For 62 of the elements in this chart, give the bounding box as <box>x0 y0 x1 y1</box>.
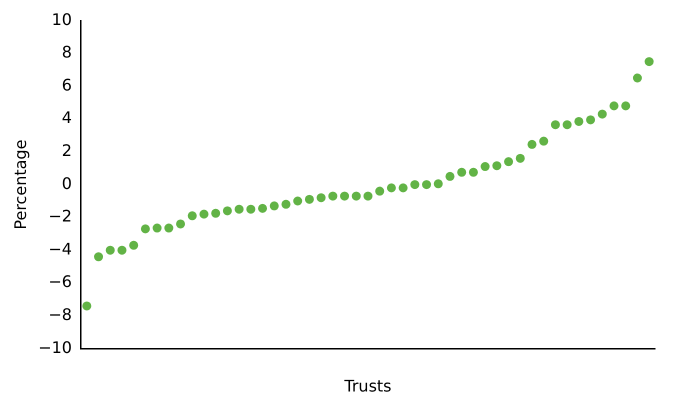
point <box>598 110 607 119</box>
point <box>340 192 350 201</box>
point <box>492 161 502 170</box>
point <box>352 192 361 201</box>
point <box>304 194 314 204</box>
point <box>574 116 584 126</box>
point <box>328 192 338 201</box>
point <box>316 193 326 202</box>
y-tick-label: 6 <box>62 75 72 94</box>
point <box>270 201 279 210</box>
point <box>140 224 150 234</box>
point <box>234 204 244 214</box>
point <box>621 101 630 110</box>
y-tick-label: −6 <box>48 272 72 292</box>
point <box>188 211 197 220</box>
point <box>434 179 443 188</box>
point <box>94 252 104 262</box>
point <box>457 168 466 177</box>
point <box>293 196 302 206</box>
point <box>586 115 596 124</box>
point <box>246 204 256 214</box>
point <box>222 206 232 216</box>
point <box>281 200 290 209</box>
point <box>422 180 432 190</box>
point <box>375 186 384 196</box>
point <box>516 154 525 163</box>
point <box>644 57 654 66</box>
point <box>211 208 220 218</box>
y-tick-label: −8 <box>48 304 72 324</box>
point <box>550 120 560 130</box>
y-tick-label: 4 <box>62 108 72 128</box>
point <box>129 240 138 250</box>
point <box>176 219 186 228</box>
point <box>539 136 548 146</box>
y-tick-label: 10 <box>52 10 72 29</box>
y-tick-label: 0 <box>62 174 72 193</box>
point <box>468 168 478 177</box>
y-axis-title: Percentage <box>10 140 30 230</box>
point <box>363 192 372 201</box>
point <box>106 246 115 255</box>
x-axis-title: Trusts <box>343 376 392 396</box>
y-tick-label: 2 <box>62 140 72 160</box>
point <box>82 301 92 310</box>
point <box>164 224 174 233</box>
y-tick-label: −10 <box>38 338 72 357</box>
y-tick-label: −4 <box>48 239 72 258</box>
point <box>199 210 208 219</box>
point <box>632 74 642 82</box>
point <box>258 204 268 213</box>
point <box>480 162 490 172</box>
point <box>410 180 420 190</box>
point <box>152 224 162 233</box>
y-tick-label: 8 <box>62 42 72 62</box>
point <box>386 183 396 192</box>
point <box>504 157 514 166</box>
point <box>527 140 536 149</box>
point <box>117 246 126 255</box>
point <box>562 120 572 130</box>
y-tick-label: −2 <box>48 206 72 226</box>
point <box>445 172 454 181</box>
point <box>398 183 408 192</box>
point <box>609 101 618 110</box>
